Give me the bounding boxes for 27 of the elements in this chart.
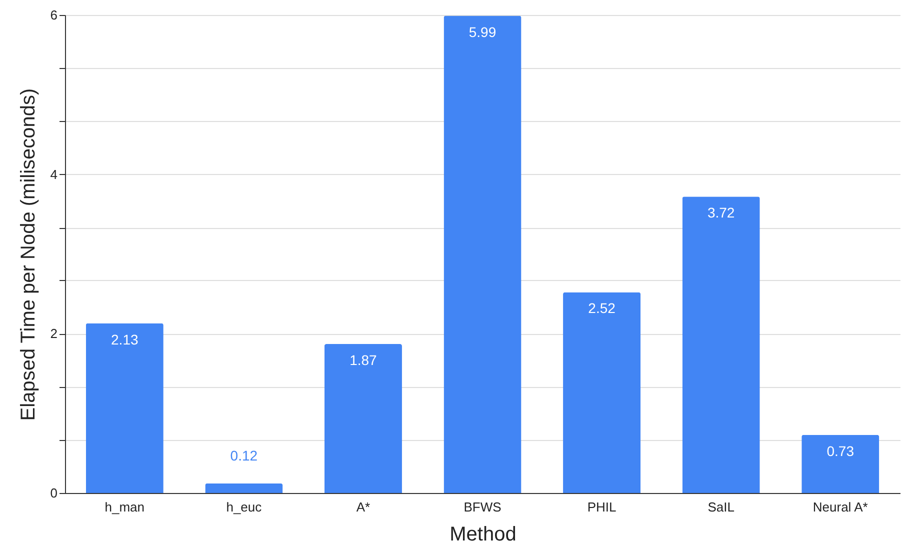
bar xyxy=(444,16,522,493)
data-label: 0.73 xyxy=(826,442,854,459)
data-label: 0.12 xyxy=(230,447,258,464)
x-tick-label: PHIL xyxy=(587,500,616,514)
x-axis-title: Method xyxy=(450,524,516,546)
data-label: 2.13 xyxy=(111,331,138,348)
bar xyxy=(682,196,760,493)
bar xyxy=(324,344,402,493)
x-tick-label: h_euc xyxy=(226,500,262,514)
bar xyxy=(86,323,164,493)
y-tick-label: 2 xyxy=(50,326,58,342)
bar xyxy=(563,292,641,493)
data-label: 3.72 xyxy=(707,204,735,221)
y-tick-label: 0 xyxy=(50,486,58,500)
x-tick-label: Neural A* xyxy=(812,500,868,514)
y-tick-label: 4 xyxy=(50,166,58,182)
data-label: 5.99 xyxy=(468,24,496,40)
bar xyxy=(205,483,283,493)
bar xyxy=(802,434,880,493)
y-axis-title: Elapsed Time per Node (miliseconds) xyxy=(17,88,40,421)
y-tick-label: 6 xyxy=(50,8,58,22)
data-label: 1.87 xyxy=(350,352,378,368)
x-tick-label: A* xyxy=(356,500,370,514)
data-label: 2.52 xyxy=(588,300,616,316)
x-tick-label: BFWS xyxy=(464,500,502,514)
x-tick-label: SaIL xyxy=(708,500,734,514)
x-tick-label: h_man xyxy=(104,500,145,514)
